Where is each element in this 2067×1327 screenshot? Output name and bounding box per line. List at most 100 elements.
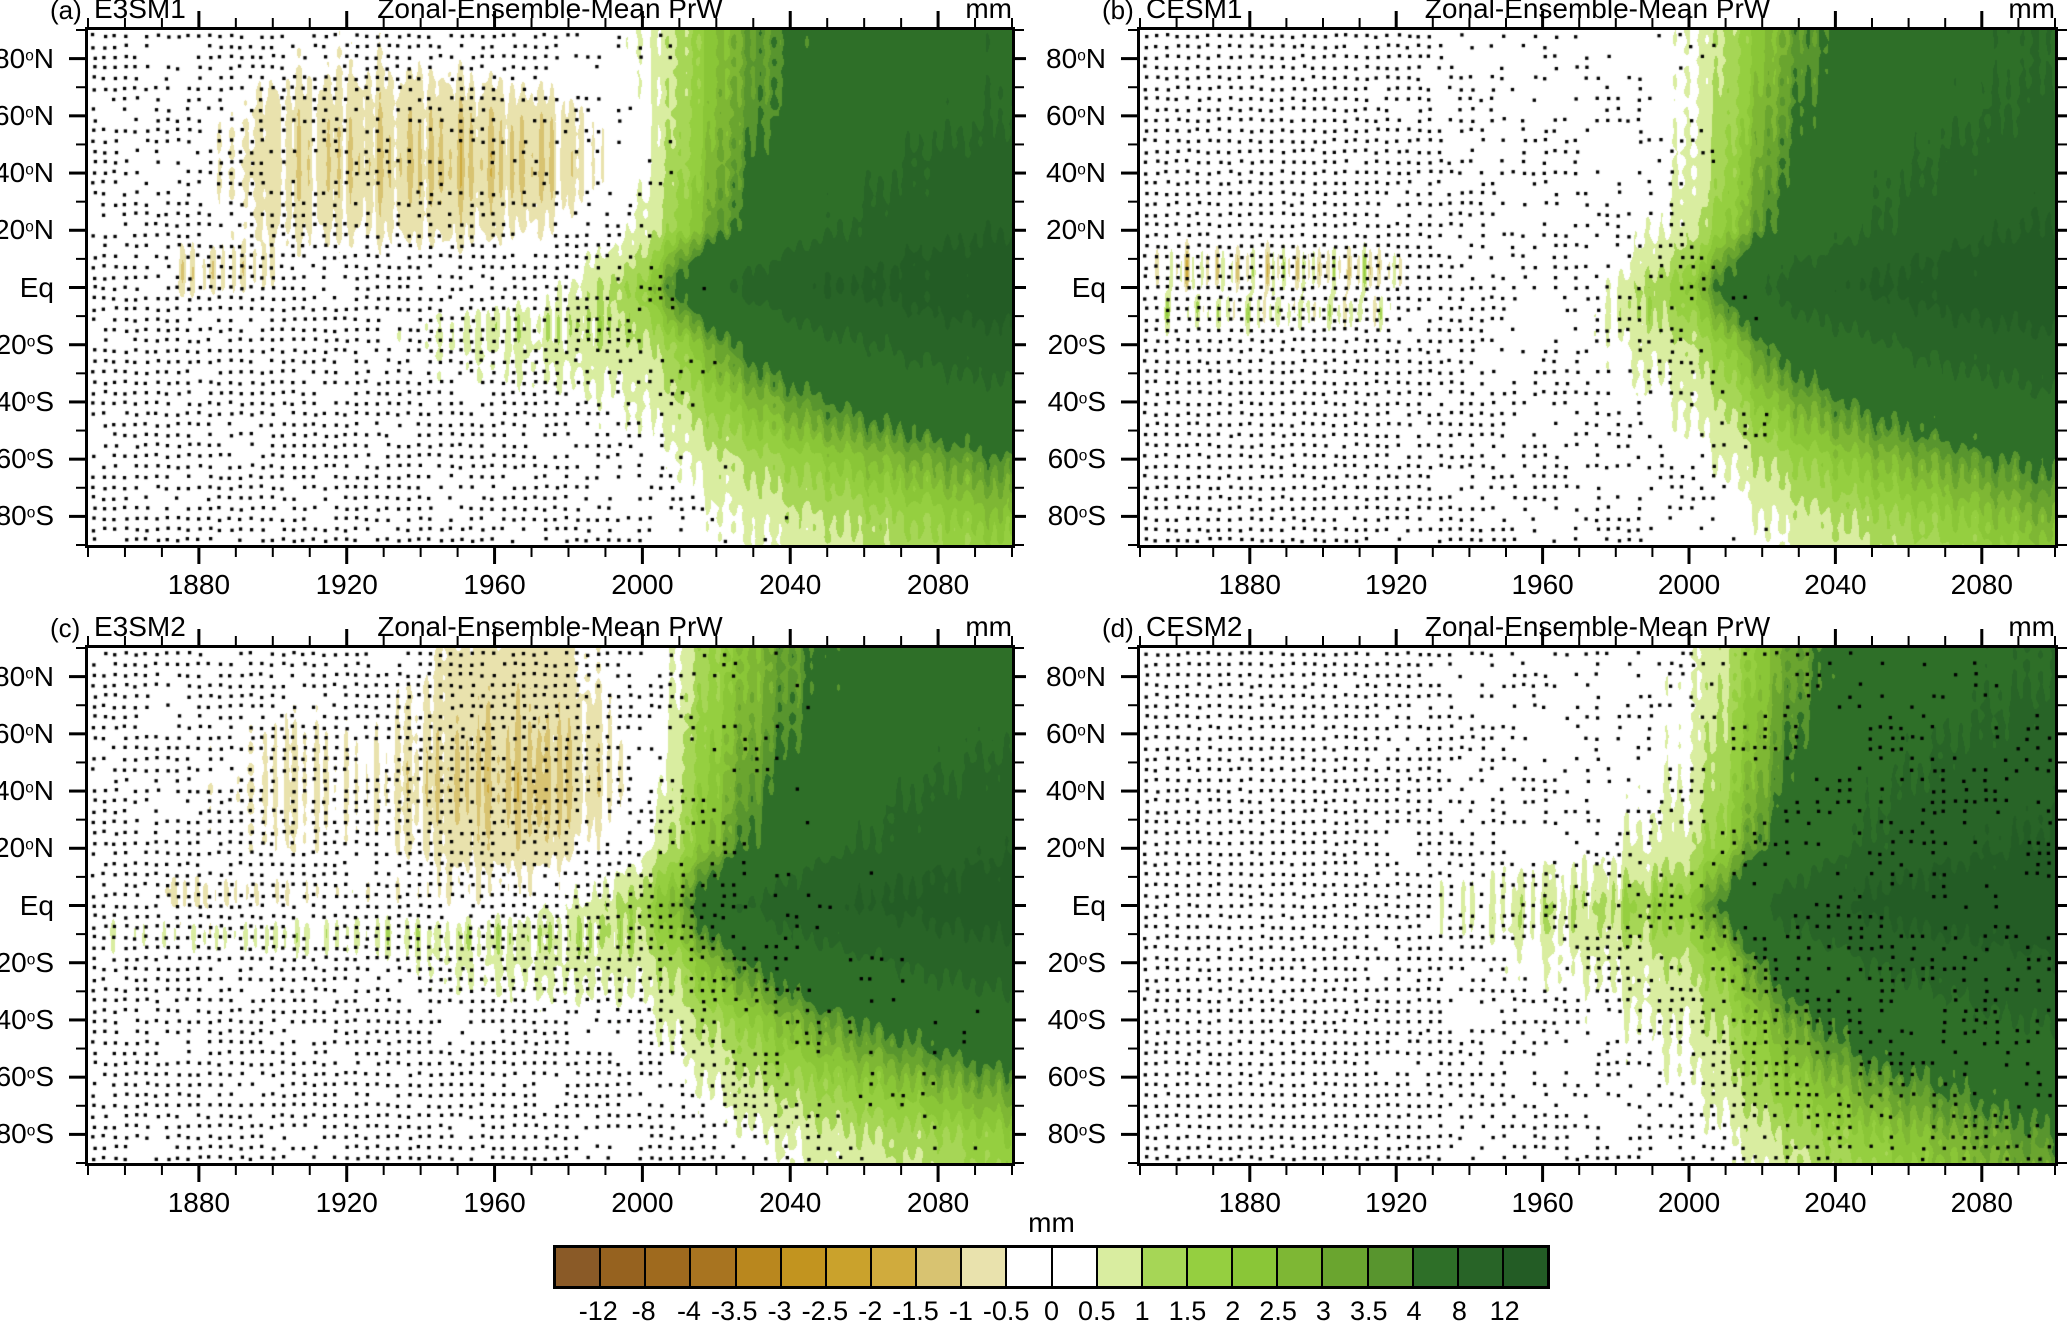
panel-b-model: CESM1 <box>1146 0 1243 24</box>
panel-b-plot <box>1140 30 2055 545</box>
y-tick-label: 20oN <box>1046 214 1106 246</box>
x-tick-label: 1960 <box>1511 1187 1574 1218</box>
colorbar-cell-18 <box>1366 1248 1412 1286</box>
panel-a-letter: (a) <box>50 0 82 25</box>
x-tick-label: 2000 <box>611 1187 674 1218</box>
y-tick-label: 80oS <box>0 500 54 532</box>
y-tick-label: 60oN <box>1046 717 1106 749</box>
colorbar-cell-21 <box>1501 1248 1548 1286</box>
colorbar-tick-label: -8 <box>631 1296 656 1326</box>
panel-b-units: mm <box>2008 0 2055 24</box>
panel-d-title: Zonal-Ensemble-Mean PrW <box>1424 611 1771 642</box>
colorbar-cell-20 <box>1456 1248 1502 1286</box>
colorbar-tick-label: 4 <box>1406 1296 1422 1326</box>
x-tick-label: 1960 <box>1511 569 1574 600</box>
colorbar-cell-14 <box>1185 1248 1232 1286</box>
colorbar-cell-17 <box>1321 1248 1367 1286</box>
y-tick-label: 40oS <box>1047 1003 1106 1035</box>
y-tick-label: 80oN <box>0 660 54 692</box>
x-tick-label: 1960 <box>463 1187 526 1218</box>
colorbar-cell-11 <box>1050 1248 1096 1286</box>
y-tick-label: 20oS <box>1047 328 1106 360</box>
panel-a-units: mm <box>965 0 1012 24</box>
colorbar-cell-8 <box>915 1248 961 1286</box>
x-tick-label: 2000 <box>1657 1187 1721 1218</box>
panel-c-units: mm <box>965 611 1012 642</box>
y-tick-label: 80oN <box>1046 42 1106 74</box>
panel-a-header: (a) E3SM1 Zonal-Ensemble-Mean PrW mm <box>50 0 1012 27</box>
y-tick-label: 20oS <box>1047 946 1106 978</box>
colorbar-tick-label: -1 <box>948 1296 973 1326</box>
colorbar-tick-label: -3.5 <box>711 1296 758 1326</box>
y-tick-label: 20oN <box>0 214 54 246</box>
panel-c-model: E3SM2 <box>94 611 186 642</box>
y-tick-label: 40oS <box>0 1003 54 1035</box>
colorbar-tick-label: 2.5 <box>1259 1296 1297 1326</box>
colorbar <box>553 1245 1550 1289</box>
y-tick-label: 60oN <box>0 717 54 749</box>
colorbar-cell-4 <box>734 1248 780 1286</box>
panel-c-title: Zonal-Ensemble-Mean PrW <box>377 611 723 642</box>
colorbar-tick-label: -1.5 <box>892 1296 939 1326</box>
colorbar-cell-5 <box>779 1248 825 1286</box>
x-tick-label: 1920 <box>315 569 378 600</box>
y-tick-label: 20oS <box>0 946 54 978</box>
x-tick-label: 2000 <box>611 569 674 600</box>
y-tick-label: 20oN <box>1046 832 1106 864</box>
x-tick-label: 2080 <box>1950 1187 2013 1218</box>
x-tick-label: 1920 <box>1365 1187 1428 1218</box>
colorbar-cell-7 <box>869 1248 916 1286</box>
x-tick-label: 2040 <box>759 1187 822 1218</box>
panel-c-letter: (c) <box>50 613 81 643</box>
x-tick-label: 2040 <box>759 569 822 600</box>
x-tick-label: 1960 <box>463 569 526 600</box>
x-tick-label: 2040 <box>1804 569 1867 600</box>
y-tick-label: 20oS <box>0 328 54 360</box>
panel-a-title: Zonal-Ensemble-Mean PrW <box>377 0 723 24</box>
y-tick-label: 60oS <box>1047 443 1106 475</box>
panel-a-model: E3SM1 <box>94 0 186 24</box>
colorbar-tick-label: 1 <box>1134 1296 1150 1326</box>
x-tick-label: 2080 <box>906 569 970 600</box>
colorbar-cell-15 <box>1231 1248 1277 1286</box>
y-tick-label: 60oN <box>0 99 54 131</box>
colorbar-tick-label: 1.5 <box>1168 1296 1207 1326</box>
x-tick-label: 1880 <box>1218 1187 1281 1218</box>
colorbar-tick-label: -3 <box>767 1296 792 1326</box>
y-tick-label: 40oN <box>0 157 54 189</box>
colorbar-cell-9 <box>960 1248 1006 1286</box>
x-tick-label: 2040 <box>1804 1187 1867 1218</box>
colorbar-units-label: mm <box>1028 1207 1075 1238</box>
x-tick-label: 2080 <box>906 1187 970 1218</box>
y-tick-label: 60oS <box>1047 1061 1106 1093</box>
colorbar-tick-label: -2.5 <box>801 1296 849 1326</box>
y-tick-label: 80oS <box>0 1118 54 1150</box>
panel-b-header: (b) CESM1 Zonal-Ensemble-Mean PrW mm <box>1102 0 2055 27</box>
x-tick-label: 1920 <box>315 1187 378 1218</box>
colorbar-tick-label: 0 <box>1043 1296 1060 1326</box>
y-tick-label: 60oS <box>0 443 54 475</box>
colorbar-tick-label: -12 <box>578 1296 618 1326</box>
y-tick-label: 60oN <box>1046 99 1106 131</box>
x-tick-label: 1880 <box>167 569 231 600</box>
x-tick-label: 1880 <box>167 1187 231 1218</box>
panel-d-plot <box>1140 648 2055 1163</box>
panel-a-plot <box>88 30 1012 545</box>
y-tick-label: 60oS <box>0 1061 54 1093</box>
colorbar-cell-0 <box>556 1248 600 1286</box>
colorbar-cell-3 <box>689 1248 735 1286</box>
x-tick-label: 2080 <box>1950 569 2013 600</box>
panel-d-letter: (d) <box>1102 613 1134 643</box>
y-tick-label: Eq <box>19 889 54 921</box>
y-tick-label: Eq <box>19 271 54 303</box>
y-tick-label: 80oS <box>1047 500 1106 532</box>
colorbar-tick-label: 2 <box>1225 1296 1241 1326</box>
colorbar-tick-label: -2 <box>858 1296 883 1326</box>
colorbar-tick-label: -4 <box>676 1296 701 1326</box>
colorbar-tick-label: 8 <box>1451 1296 1467 1326</box>
x-tick-label: 2000 <box>1657 569 1721 600</box>
colorbar-tick-label: -0.5 <box>982 1296 1030 1326</box>
colorbar-tick-label: 3 <box>1315 1296 1331 1326</box>
panel-b-letter: (b) <box>1102 0 1134 25</box>
